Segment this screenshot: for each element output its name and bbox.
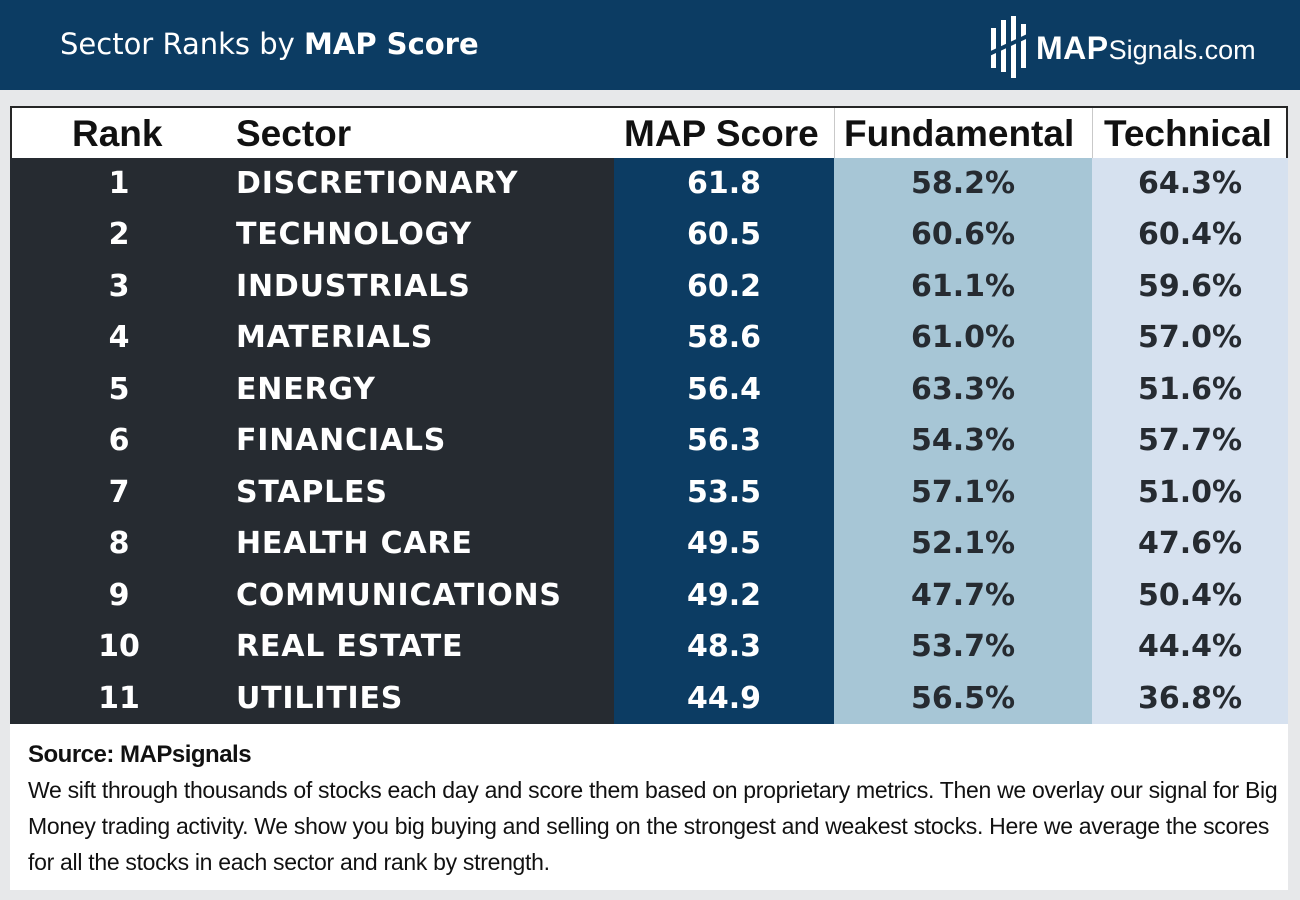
- cell-fundamental: 47.7%: [910, 577, 1016, 613]
- page-title: Sector Ranks by MAP Score: [60, 24, 479, 64]
- cell-technical: 64.3%: [1137, 166, 1243, 201]
- table-row: 9 COMMUNICATIONS 49.2 47.7% 50.4%: [10, 570, 1288, 621]
- table-row: 11 UTILITIES 44.9 56.5% 36.8%: [10, 673, 1288, 724]
- cell-technical: 36.8%: [1137, 680, 1243, 716]
- cell-technical: 51.0%: [1137, 474, 1243, 510]
- cell-sector: COMMUNICATIONS: [236, 577, 562, 613]
- cell-rank: 3: [108, 268, 130, 304]
- logo-rest: Signals.com: [1108, 35, 1256, 65]
- cell-fundamental: 56.5%: [910, 680, 1016, 716]
- header-bar: Sector Ranks by MAP Score MAPSignals.com: [0, 0, 1300, 90]
- col-header-sector: Sector: [236, 113, 352, 154]
- mapsignals-logo: MAPSignals.com: [988, 14, 1278, 80]
- cell-sector: TECHNOLOGY: [236, 217, 472, 253]
- cell-fundamental: 63.3%: [910, 371, 1016, 407]
- cell-rank: 10: [98, 629, 140, 665]
- cell-sector: INDUSTRIALS: [236, 268, 471, 304]
- title-prefix: Sector Ranks by: [60, 27, 295, 61]
- cell-sector: STAPLES: [236, 474, 388, 510]
- source-line: Source: MAPsignals: [28, 741, 252, 768]
- table-row: 1 DISCRETIONARY 61.8 58.2% 64.3%: [10, 158, 1288, 209]
- footer: Source: MAPsignals We sift through thous…: [28, 738, 1280, 880]
- cell-map-score: 60.5: [686, 217, 762, 253]
- cell-sector: REAL ESTATE: [236, 629, 464, 665]
- cell-rank: 4: [108, 320, 130, 356]
- cell-map-score: 56.3: [686, 423, 762, 459]
- cell-fundamental: 54.3%: [910, 423, 1016, 459]
- col-header-map-score: MAP Score: [624, 113, 819, 154]
- cell-sector: ENERGY: [236, 371, 376, 407]
- col-header-technical: Technical: [1104, 113, 1272, 154]
- cell-fundamental: 61.0%: [910, 320, 1016, 356]
- description-text: We sift through thousands of stocks each…: [28, 777, 1278, 875]
- table-row: 10 REAL ESTATE 48.3 53.7% 44.4%: [10, 621, 1288, 672]
- technical-column-bg: [1092, 158, 1288, 724]
- cell-technical: 50.4%: [1137, 577, 1243, 613]
- cell-rank: 5: [108, 371, 130, 407]
- cell-fundamental: 60.6%: [910, 217, 1016, 253]
- cell-map-score: 60.2: [686, 268, 762, 304]
- title-bold: MAP Score: [304, 27, 479, 61]
- cell-technical: 47.6%: [1137, 526, 1243, 562]
- fundamental-column-bg: [834, 158, 1092, 724]
- cell-fundamental: 53.7%: [910, 629, 1016, 665]
- table-header: Rank Sector MAP Score Fundamental Techni…: [10, 106, 1288, 158]
- cell-map-score: 49.5: [686, 526, 762, 562]
- cell-fundamental: 57.1%: [910, 474, 1016, 510]
- header-divider: [1092, 108, 1093, 158]
- table-row: 6 FINANCIALS 56.3 54.3% 57.7%: [10, 415, 1288, 466]
- col-header-fundamental: Fundamental: [844, 113, 1075, 154]
- cell-map-score: 49.2: [686, 577, 762, 613]
- cell-map-score: 44.9: [686, 680, 762, 716]
- cell-technical: 57.0%: [1137, 320, 1243, 356]
- table-row: 8 HEALTH CARE 49.5 52.1% 47.6%: [10, 518, 1288, 569]
- table-row: 7 STAPLES 53.5 57.1% 51.0%: [10, 467, 1288, 518]
- cell-rank: 1: [108, 166, 130, 201]
- cell-sector: HEALTH CARE: [236, 526, 473, 562]
- cell-fundamental: 52.1%: [910, 526, 1016, 562]
- cell-map-score: 56.4: [686, 371, 762, 407]
- cell-rank: 8: [108, 526, 130, 562]
- header-divider: [834, 108, 835, 158]
- table-body: 1 DISCRETIONARY 61.8 58.2% 64.3% 2 TECHNOLOGY 6…: [10, 158, 1288, 724]
- cell-map-score: 48.3: [686, 629, 762, 665]
- col-header-rank: Rank: [72, 113, 163, 154]
- cell-sector: UTILITIES: [236, 680, 404, 716]
- table-panel: Rank Sector MAP Score Fundamental Techni…: [10, 106, 1288, 890]
- cell-map-score: 53.5: [686, 474, 762, 510]
- cell-sector: MATERIALS: [236, 320, 434, 356]
- cell-rank: 9: [108, 577, 130, 613]
- cell-technical: 51.6%: [1137, 371, 1243, 407]
- cell-map-score: 61.8: [686, 166, 762, 201]
- cell-rank: 11: [98, 680, 140, 716]
- cell-fundamental: 61.1%: [910, 268, 1016, 304]
- cell-technical: 59.6%: [1137, 268, 1243, 304]
- logo-bold: MAP: [1036, 30, 1109, 66]
- cell-sector: DISCRETIONARY: [236, 166, 519, 201]
- map-score-column-bg: [614, 158, 834, 724]
- cell-fundamental: 58.2%: [910, 166, 1016, 201]
- table-row: 3 INDUSTRIALS 60.2 61.1% 59.6%: [10, 261, 1288, 312]
- cell-sector: FINANCIALS: [236, 423, 447, 459]
- logo-mark-icon: [988, 16, 1033, 78]
- cell-rank: 7: [108, 474, 130, 510]
- cell-technical: 44.4%: [1137, 629, 1243, 665]
- logo-text: MAPSignals.com: [1036, 30, 1256, 67]
- table-row: 4 MATERIALS 58.6 61.0% 57.0%: [10, 312, 1288, 363]
- cell-technical: 57.7%: [1137, 423, 1243, 459]
- table-row: 2 TECHNOLOGY 60.5 60.6% 60.4%: [10, 209, 1288, 260]
- rank-sector-column-bg: [10, 158, 614, 724]
- cell-rank: 2: [108, 217, 130, 253]
- cell-technical: 60.4%: [1137, 217, 1243, 253]
- cell-rank: 6: [108, 423, 130, 459]
- cell-map-score: 58.6: [686, 320, 762, 356]
- table-row: 5 ENERGY 56.4 63.3% 51.6%: [10, 364, 1288, 415]
